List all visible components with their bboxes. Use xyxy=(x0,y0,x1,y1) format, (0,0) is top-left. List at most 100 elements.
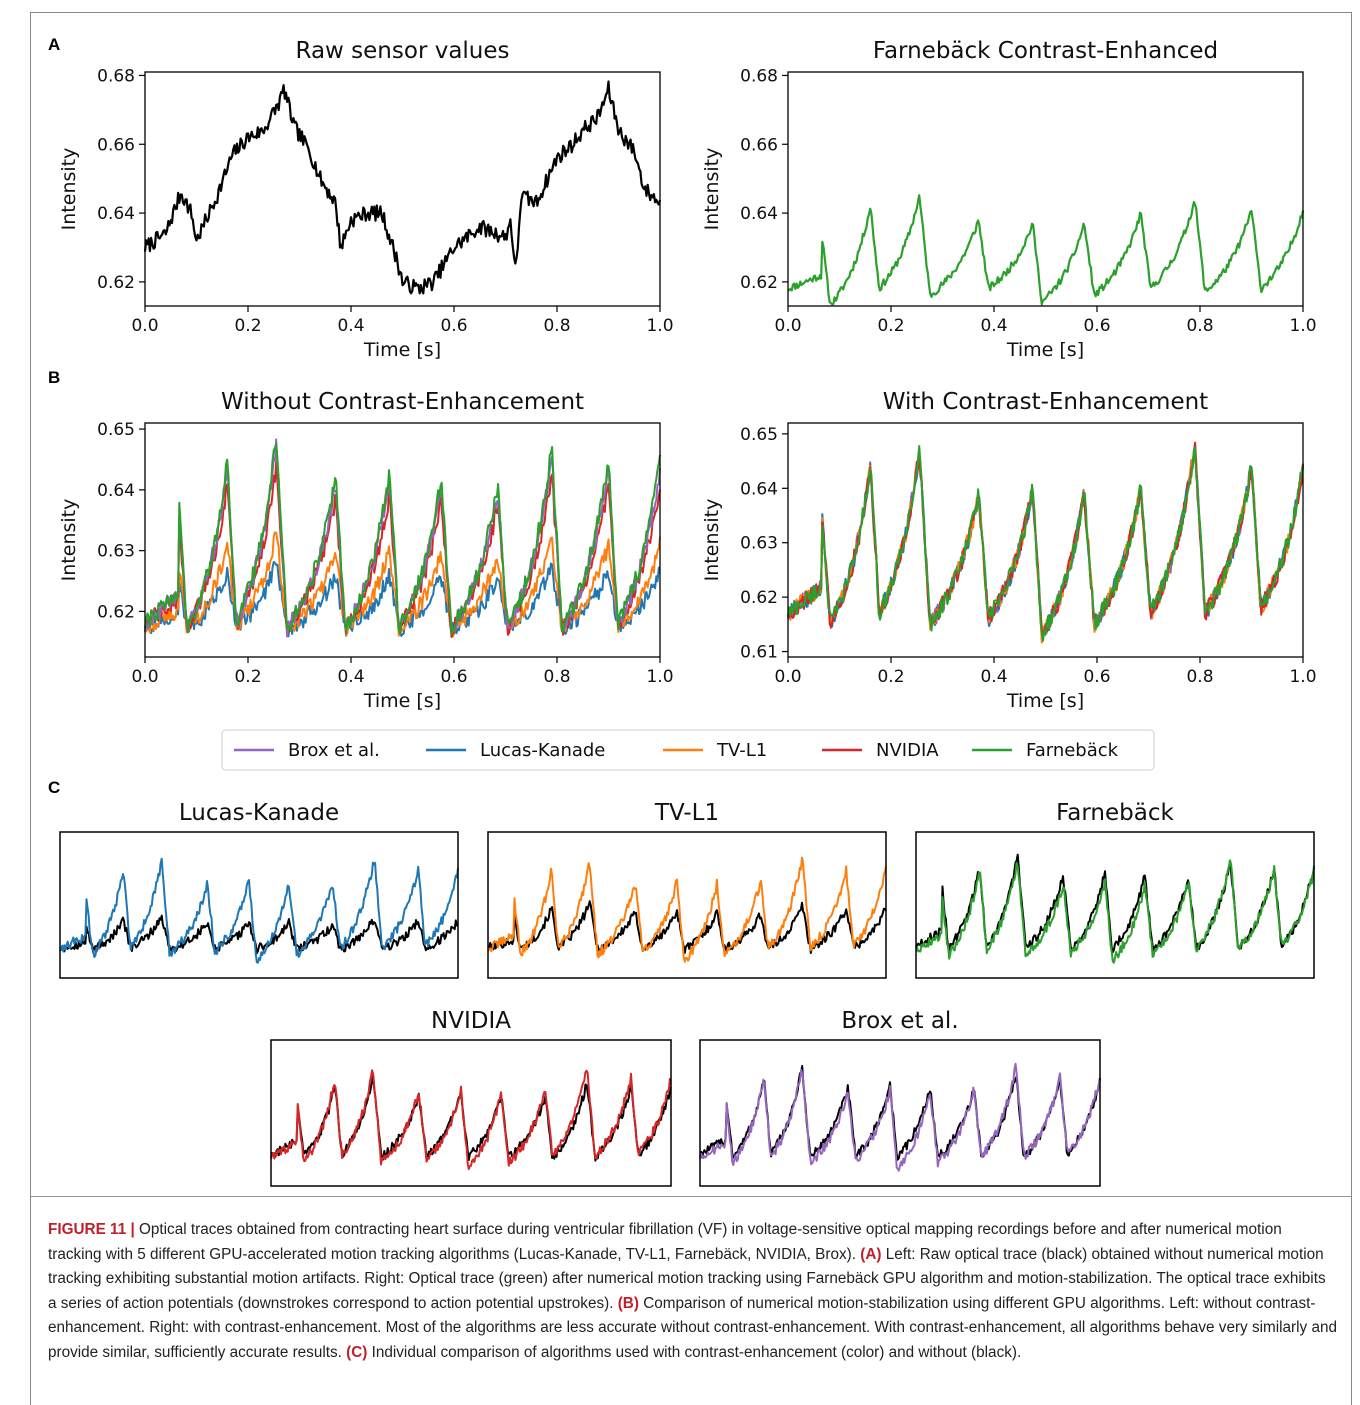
y-tick-label: 0.62 xyxy=(740,588,778,608)
x-tick-label: 0.8 xyxy=(1186,667,1213,687)
caption-label: FIGURE 11 xyxy=(48,1221,127,1238)
caption-a-tag: (A) xyxy=(860,1245,882,1263)
legend-label-tvl1: TV-L1 xyxy=(716,740,767,761)
x-tick-label: 0.2 xyxy=(877,667,904,687)
y-tick-label: 0.64 xyxy=(740,479,778,499)
series-line-farneback xyxy=(787,445,1304,642)
x-tick-label: 0.6 xyxy=(1083,667,1110,687)
x-tick-label: 0.4 xyxy=(337,316,364,336)
small-panel-title: TV-L1 xyxy=(654,800,719,826)
legend-label-lucas: Lucas-Kanade xyxy=(480,740,605,761)
y-tick-label: 0.65 xyxy=(97,420,135,440)
y-tick-label: 0.64 xyxy=(97,481,135,501)
y-tick-label: 0.63 xyxy=(740,534,778,554)
plot-frame xyxy=(144,71,661,307)
y-tick-label: 0.64 xyxy=(97,204,135,224)
plot-frame xyxy=(787,422,1304,658)
x-tick-label: 0.0 xyxy=(774,667,801,687)
series-line-farneback xyxy=(144,442,661,636)
caption-intro: Optical traces obtained from contracting… xyxy=(48,1221,1282,1263)
y-tick-label: 0.68 xyxy=(97,66,135,86)
y-axis-label: Intensity xyxy=(701,148,723,231)
panel-letter-c: C xyxy=(48,778,60,797)
series-line-tvl1 xyxy=(787,450,1304,644)
legend-label-farneback: Farnebäck xyxy=(1026,740,1119,761)
small-panel-title: Farnebäck xyxy=(1056,800,1174,826)
reference-trace-line xyxy=(915,853,1315,954)
x-axis-label: Time [s] xyxy=(363,690,441,712)
x-tick-label: 0.6 xyxy=(440,667,467,687)
caption-a-text: Left: Raw optical trace (black) obtained… xyxy=(48,1245,1326,1312)
reference-trace-line xyxy=(270,1074,672,1163)
x-tick-label: 0.6 xyxy=(1083,316,1110,336)
chart-farneback-ce: Farnebäck Contrast-Enhanced 0.0 0.2 0.4 0.6 0… xyxy=(701,38,1317,361)
caption-b-text: Comparison of numerical motion-stabiliza… xyxy=(48,1294,1337,1361)
chart-without-ce: Without Contrast-Enhancement 0.0 0.2 0.4 0.6… xyxy=(58,389,674,712)
caption-c-tag: (C) xyxy=(346,1343,368,1361)
reference-trace-line xyxy=(59,914,459,955)
x-tick-label: 0.0 xyxy=(131,316,158,336)
x-tick-label: 1.0 xyxy=(1289,316,1316,336)
figure-canvas: A B C Raw sensor values 0.0 0.2 0.4 0.6 0.8 1.… xyxy=(48,35,1317,1187)
legend: Brox et al. Lucas-Kanade TV-L1 NVIDIA Farneb… xyxy=(221,729,1155,771)
x-tick-label: 0.4 xyxy=(980,667,1007,687)
x-tick-label: 0.8 xyxy=(543,667,570,687)
x-tick-label: 0.2 xyxy=(234,316,261,336)
x-tick-label: 0.2 xyxy=(234,667,261,687)
x-tick-label: 0.0 xyxy=(774,316,801,336)
y-tick-label: 0.62 xyxy=(97,273,135,293)
y-tick-label: 0.62 xyxy=(97,602,135,622)
series-line-brox xyxy=(787,444,1304,637)
reference-trace-line xyxy=(487,900,887,954)
small-panel-title: Brox et al. xyxy=(841,1008,958,1034)
panel-letter-a: A xyxy=(48,35,60,54)
small-panel-title: NVIDIA xyxy=(431,1008,511,1034)
chart-title: Farnebäck Contrast-Enhanced xyxy=(873,38,1218,64)
y-tick-label: 0.62 xyxy=(740,273,778,293)
chart-title: Without Contrast-Enhancement xyxy=(221,389,584,415)
y-tick-label: 0.61 xyxy=(740,643,778,663)
caption-b-tag: (B) xyxy=(617,1294,639,1312)
x-tick-label: 0.8 xyxy=(1186,316,1213,336)
x-tick-label: 0.2 xyxy=(877,316,904,336)
small-panel-frame xyxy=(915,831,1315,979)
small-panel-frame xyxy=(270,1039,672,1187)
x-tick-label: 0.4 xyxy=(980,316,1007,336)
x-tick-label: 0.8 xyxy=(543,316,570,336)
chart-title: With Contrast-Enhancement xyxy=(883,389,1208,415)
small-panel-frame xyxy=(699,1039,1101,1187)
small-comparison-panels: Lucas-Kanade TV-L1 Farnebäck NVIDIA Brox et … xyxy=(59,800,1315,1187)
y-tick-label: 0.68 xyxy=(740,66,778,86)
raw-trace-line xyxy=(143,80,662,295)
series-line-brox xyxy=(144,438,661,638)
legend-label-nvidia: NVIDIA xyxy=(876,740,939,761)
y-tick-label: 0.66 xyxy=(740,135,778,155)
y-tick-label: 0.66 xyxy=(97,135,135,155)
x-tick-label: 1.0 xyxy=(646,667,673,687)
legend-label-brox: Brox et al. xyxy=(288,740,380,761)
small-panel-frame xyxy=(487,831,887,979)
farneback-trace-line xyxy=(787,194,1305,306)
small-panel-frame xyxy=(59,831,459,979)
x-axis-label: Time [s] xyxy=(1006,339,1084,361)
caption-separator: | xyxy=(130,1221,135,1238)
y-tick-label: 0.64 xyxy=(740,204,778,224)
x-tick-label: 0.0 xyxy=(131,667,158,687)
y-tick-label: 0.65 xyxy=(740,425,778,445)
series-line-nvidia xyxy=(787,441,1304,635)
chart-raw-sensor: Raw sensor values 0.0 0.2 0.4 0.6 0.8 1.0 0.62 0… xyxy=(58,38,674,361)
algorithm-trace-lucas xyxy=(59,857,459,964)
chart-with-ce: With Contrast-Enhancement 0.0 0.2 0.4 0.6 0.8… xyxy=(701,389,1317,712)
algorithm-trace-tvl1 xyxy=(487,856,887,963)
x-tick-label: 0.6 xyxy=(440,316,467,336)
algorithm-trace-brox xyxy=(699,1062,1101,1172)
small-panel-title: Lucas-Kanade xyxy=(179,800,339,826)
series-line-lucas xyxy=(787,449,1304,640)
x-axis-label: Time [s] xyxy=(363,339,441,361)
plot-frame xyxy=(144,422,661,658)
panel-letter-b: B xyxy=(48,368,60,387)
reference-trace-line xyxy=(699,1064,1101,1161)
figure-frame xyxy=(30,12,1352,1405)
x-axis-label: Time [s] xyxy=(1006,690,1084,712)
x-tick-label: 0.4 xyxy=(337,667,364,687)
